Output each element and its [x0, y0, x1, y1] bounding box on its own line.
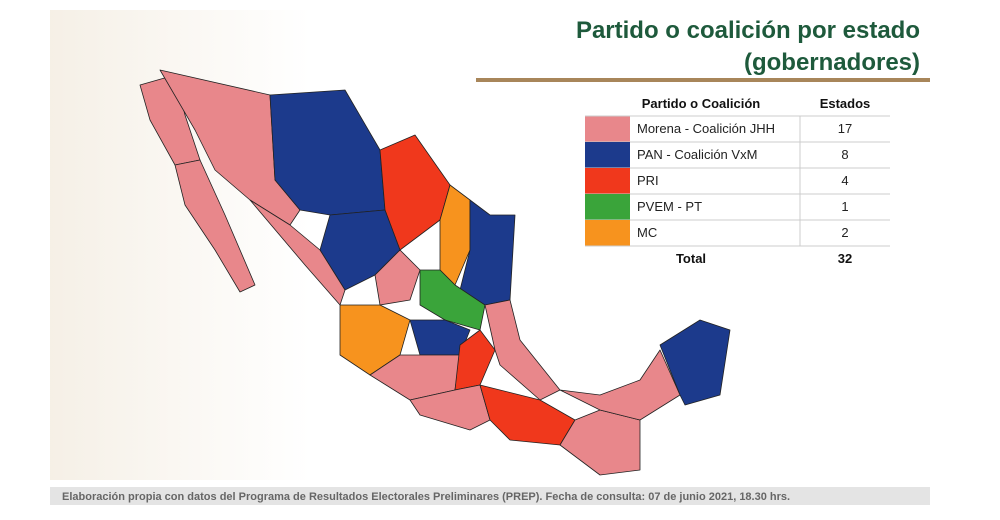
state-count: 17	[838, 121, 852, 136]
state-region	[374, 249, 421, 306]
title-line: Partido o coalición por estado	[576, 17, 920, 44]
party-name: PRI	[637, 173, 659, 188]
party-name: PVEM - PT	[637, 199, 702, 214]
swatch	[585, 194, 630, 220]
state-count: 8	[841, 147, 848, 162]
total-label: Total	[676, 251, 706, 266]
state-region	[249, 199, 346, 306]
state-count: 1	[841, 199, 848, 214]
map	[139, 69, 731, 476]
swatch	[585, 142, 630, 168]
state-region	[659, 319, 731, 406]
title-line: (gobernadores)	[744, 49, 920, 76]
state-count: 4	[841, 173, 848, 188]
state-region	[559, 349, 681, 421]
column-header: Partido o Coalición	[642, 96, 761, 111]
state-region	[174, 159, 256, 293]
total-count: 32	[838, 251, 852, 266]
state-region	[419, 269, 486, 331]
swatch	[585, 168, 630, 194]
state-count: 2	[841, 225, 848, 240]
party-name: PAN - Coalición VxM	[637, 147, 757, 162]
state-region	[454, 329, 496, 391]
swatch	[585, 116, 630, 142]
legend-table: Partido o Coalición Estados Morena - Coali…	[585, 96, 890, 266]
column-header: Estados	[820, 96, 871, 111]
footer-band	[50, 487, 930, 505]
swatch	[585, 220, 630, 246]
footer-note: Elaboración propia con datos del Program…	[62, 491, 790, 503]
party-name: Morena - Coalición JHH	[637, 121, 775, 136]
party-name: MC	[637, 225, 657, 240]
title-rule	[476, 78, 930, 82]
state-region	[484, 299, 561, 401]
